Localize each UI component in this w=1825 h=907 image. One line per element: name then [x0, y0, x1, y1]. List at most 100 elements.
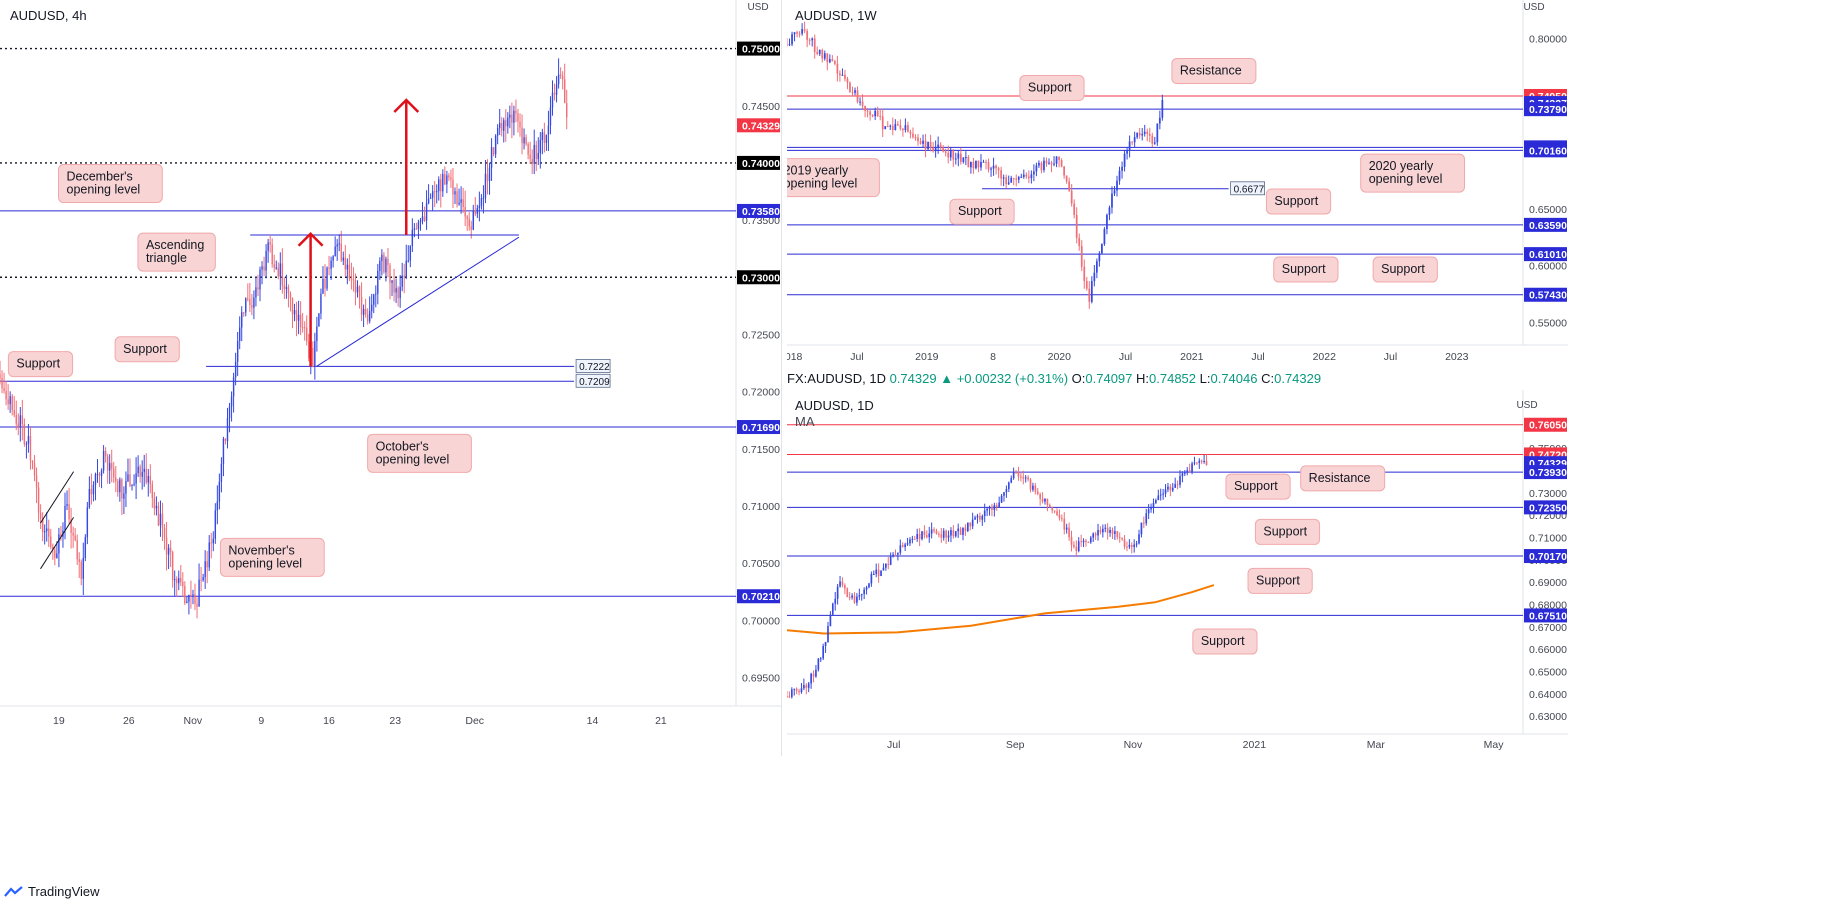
callout[interactable]: Support — [1273, 256, 1339, 283]
candle-body — [106, 456, 109, 471]
candle-body — [1032, 485, 1034, 490]
candle-body — [312, 347, 314, 367]
candle-body — [318, 313, 320, 327]
callout[interactable]: Support — [1372, 256, 1438, 283]
candle-body — [993, 505, 996, 511]
candle-body — [1153, 142, 1156, 144]
candle-body — [818, 50, 821, 54]
candle-body — [379, 260, 381, 271]
callout[interactable]: Support — [949, 198, 1015, 225]
candle-body — [1155, 500, 1157, 503]
callout[interactable]: Support — [1265, 188, 1332, 215]
callout[interactable]: Support — [7, 351, 74, 378]
candle-body — [549, 107, 552, 126]
callout[interactable]: Resistance — [1300, 465, 1386, 492]
candle-body — [811, 38, 814, 41]
candle-body — [1060, 160, 1063, 167]
candle-body — [25, 443, 28, 445]
candle-body — [157, 505, 160, 526]
chart-panel-4h[interactable]: USD 0.69500 0.70000 0.70500 0.71000 0.71500 0.… — [0, 0, 782, 756]
candle-body — [938, 533, 940, 535]
candle-body — [1116, 531, 1119, 538]
candle-body — [1024, 477, 1027, 479]
chart-1w-canvas[interactable]: USD0.550000.600000.650000.700000.750000.… — [787, 0, 1568, 368]
candle-body — [41, 518, 44, 533]
candle-body — [1191, 463, 1193, 472]
candle-body — [72, 532, 74, 536]
tradingview-brand: TradingView — [28, 884, 100, 899]
candle-body — [907, 125, 909, 132]
candle-body — [66, 504, 68, 506]
candle-body — [285, 287, 288, 289]
callout[interactable]: Support — [1192, 628, 1258, 655]
candle-body — [27, 436, 30, 444]
candle-body — [423, 216, 426, 221]
callout[interactable]: Resistance — [1171, 58, 1257, 85]
callout[interactable]: Support — [114, 336, 180, 363]
candle-body — [364, 308, 367, 315]
price-tag-box — [737, 589, 780, 604]
candle-body — [1113, 190, 1116, 194]
candle-body — [897, 552, 899, 555]
candle-body — [324, 279, 326, 289]
candle-body — [482, 197, 485, 199]
callout-text: opening level — [228, 556, 302, 570]
candle-body — [230, 396, 233, 407]
candle-body — [74, 535, 76, 541]
candle-body — [37, 487, 40, 513]
candle-body — [113, 468, 115, 478]
candle-body — [1186, 470, 1189, 473]
candle-body — [58, 534, 60, 554]
candle-body — [192, 594, 194, 596]
callout[interactable]: Support — [1247, 567, 1313, 594]
candle-body — [810, 673, 812, 684]
price-tag-label: 0.75000 — [742, 44, 780, 56]
callout[interactable]: Support — [1225, 473, 1291, 500]
candle-body — [429, 197, 432, 199]
candle-body — [17, 423, 19, 427]
candle-body — [892, 554, 894, 557]
candle-body — [1161, 100, 1164, 118]
chart-1d-canvas[interactable]: USD0.630000.640000.650000.660000.670000.… — [787, 390, 1568, 756]
chart-panel-1d[interactable]: USD 0.63000 0.64000 0.65000 0.66000 0.67000 0.… — [787, 390, 1568, 756]
candle-body — [988, 506, 991, 509]
level-label: 0.6677 — [1234, 184, 1265, 195]
candle-body — [1152, 502, 1155, 508]
chart-panel-1w[interactable]: USD0.550000.600000.650000.700000.750000.… — [787, 0, 1568, 368]
candle-body — [909, 131, 912, 134]
candle-body — [1080, 246, 1083, 267]
candle-body — [871, 114, 874, 117]
price-tag-box — [1524, 287, 1567, 302]
candle-body — [790, 689, 793, 697]
candle-body — [13, 410, 15, 415]
chart-1w-title: AUDUSD, 1W — [795, 8, 877, 23]
y-tick-label: 0.63000 — [1529, 711, 1567, 723]
candle-body — [1068, 181, 1071, 191]
chart-4h-canvas[interactable]: USD 0.69500 0.70000 0.70500 0.71000 0.71500 0.… — [0, 0, 781, 756]
callout-box — [1247, 567, 1313, 594]
tradingview-logo[interactable]: TradingView — [4, 884, 100, 899]
change-value: +0.00232 (+0.31%) — [956, 371, 1069, 386]
candle-body — [104, 450, 107, 457]
candle-body — [15, 414, 17, 424]
candle-body — [366, 314, 369, 322]
candle-body — [1003, 492, 1005, 496]
x-tick-label: Jul — [850, 351, 863, 363]
callout[interactable]: Support — [1254, 518, 1321, 545]
callout[interactable]: Support — [1019, 75, 1085, 102]
candle-body — [803, 29, 806, 32]
candle-body — [911, 538, 914, 540]
candle-body — [807, 683, 810, 688]
callout-box — [1225, 473, 1291, 500]
x-tick-label: Jul — [1251, 351, 1264, 363]
candle-body — [348, 264, 351, 279]
candle-body — [539, 139, 542, 154]
high-label: H: — [1136, 371, 1150, 386]
candle-body — [1089, 537, 1092, 543]
